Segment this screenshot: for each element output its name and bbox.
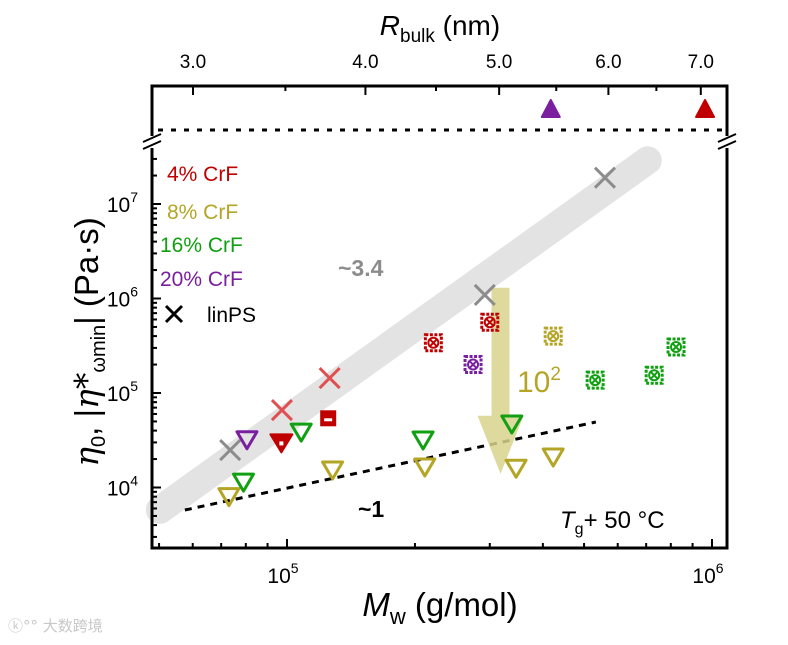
down-triangle-marker [235,430,259,451]
legend-8pct: 8% CrF [167,201,238,224]
crossed-square-marker [480,312,500,332]
temperature-annotation: Tg+ 50 °C [560,507,665,538]
axis-break-mark-left [142,133,162,150]
top-tick-label: 7.0 [688,52,714,73]
y-tick-label: 104 [107,473,138,501]
slope-3.4-band [145,146,662,524]
up-triangle-marker [695,99,716,118]
down-triangle-marker [231,472,255,493]
filled-down-triangle-marker [269,433,294,454]
drop-arrow [477,287,524,474]
arrow-label: 102 [517,364,561,399]
y-tick-label: 106 [107,284,138,312]
crossed-square-marker [463,355,483,375]
legend-4pct: 4% CrF [167,163,238,186]
down-triangle-marker [504,458,528,479]
x-marker [593,166,617,189]
down-triangle-marker [500,414,524,435]
crossed-square-marker [423,333,443,353]
crossed-square-marker [543,326,563,346]
slope-3.4-label: ~3.4 [338,255,384,281]
legend-20pct: 20% CrF [160,268,243,291]
x-marker [318,366,341,390]
x-marker [219,438,242,462]
down-triangle-marker [541,447,565,468]
down-triangle-marker [413,457,437,478]
top-tick-label: 5.0 [486,52,512,73]
top-tick-label: 3.0 [180,52,206,73]
x-tick-label: 106 [692,560,723,588]
legend-x-marker [164,304,184,324]
crossed-square-marker [666,337,686,357]
x-axis-label: Mw (g/mol) [362,586,517,629]
down-triangle-marker [217,487,241,508]
down-triangle-marker [321,460,345,481]
y-axis-label: η0, |η*ωmin| (Pa·s) [67,217,110,467]
down-triangle-marker [289,422,313,443]
top-tick-label: 6.0 [595,52,621,73]
x-marker [270,398,294,422]
y-tick-label: 105 [107,378,138,406]
x-tick-label: 105 [267,560,298,588]
axis-break-mark-right [717,133,737,150]
top-panel-frame [150,84,729,136]
legend-16pct: 16% CrF [160,234,243,257]
top-tick-label: 4.0 [352,52,378,73]
x-marker [473,283,496,307]
crossed-square-marker [585,370,605,390]
down-triangle-marker [411,430,435,451]
y-tick-label: 107 [107,189,138,217]
up-triangle-marker [540,99,561,118]
half-filled-square-marker [320,410,337,427]
watermark-logo: ⓚ°° 大数跨境 [8,617,103,635]
slope-1-dashed-line [184,420,597,512]
top-axis-label: Rbulk (nm) [380,10,500,47]
slope-1-label: ~1 [358,496,384,522]
crossed-square-marker [644,365,664,385]
legend: 4% CrF 8% CrF 16% CrF 20% CrF linPS [160,163,256,327]
legend-linps: linPS [207,304,256,327]
